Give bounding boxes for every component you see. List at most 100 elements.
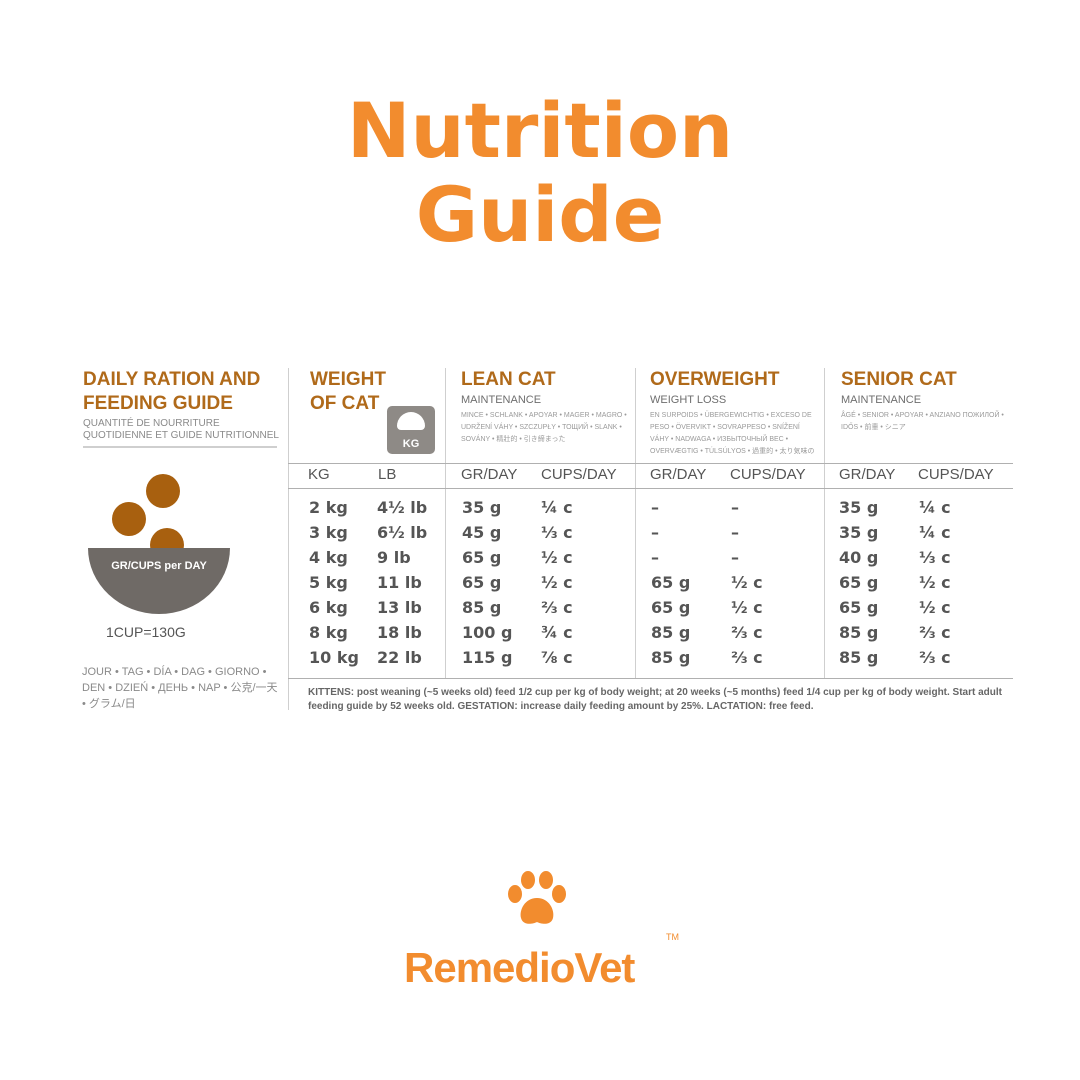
bowl-label: GR/CUPS per DAY: [111, 560, 207, 572]
table-cell-lean-cups: ⅔ c: [541, 598, 573, 617]
guide-subheading-line1: QUANTITÉ DE NOURRITURE: [83, 418, 220, 429]
table-cell-ow-cups: –: [731, 498, 739, 517]
header-rule: [288, 463, 1013, 464]
column-divider: [288, 368, 289, 710]
table-cell-sen-gr: 35 g: [839, 498, 879, 517]
table-cell-sen-gr: 85 g: [839, 623, 879, 642]
table-cell-ow-gr: 85 g: [651, 648, 691, 667]
table-cell-kg: 6 kg: [309, 598, 348, 617]
table-cell-lb: 6½ lb: [377, 523, 428, 542]
lean-cat-title: LEAN CAT: [461, 369, 556, 390]
table-cell-lean-cups: ⅓ c: [541, 523, 573, 542]
divider: [83, 446, 277, 448]
feeding-guide-table: DAILY RATION AND FEEDING GUIDE QUANTITÉ …: [80, 368, 1015, 712]
table-cell-lb: 11 lb: [377, 573, 422, 592]
lean-cat-translations: MINCE • SCHLANK • APOYAR • MAGER • MAGRO…: [461, 412, 627, 443]
table-cell-ow-gr: –: [651, 523, 659, 542]
table-cell-sen-cups: ⅔ c: [919, 648, 951, 667]
cup-conversion: 1CUP=130G: [106, 624, 186, 640]
table-cell-ow-cups: ⅔ c: [731, 623, 763, 642]
paw-print-icon: [508, 871, 566, 924]
header-lean-gr: GR/DAY: [461, 466, 518, 483]
footer-rule: [288, 678, 1013, 679]
table-cell-kg: 4 kg: [309, 548, 348, 567]
brand-logo-text: RemedioVet: [404, 944, 635, 991]
table-cell-kg: 8 kg: [309, 623, 348, 642]
table-cell-lean-gr: 115 g: [462, 648, 513, 667]
guide-heading-line2: FEEDING GUIDE: [83, 393, 233, 414]
guide-subheading-line2: QUOTIDIENNE ET GUIDE NUTRITIONNEL: [83, 430, 279, 441]
table-cell-sen-cups: ⅔ c: [919, 623, 951, 642]
column-divider: [824, 368, 825, 678]
table-cell-ow-gr: –: [651, 498, 659, 517]
table-cell-sen-gr: 85 g: [839, 648, 879, 667]
table-cell-ow-gr: 65 g: [651, 598, 691, 617]
table-cell-ow-cups: ½ c: [731, 598, 763, 617]
table-cell-lean-gr: 100 g: [462, 623, 513, 642]
table-cell-kg: 3 kg: [309, 523, 348, 542]
table-cell-ow-cups: –: [731, 548, 739, 567]
table-cell-ow-gr: 65 g: [651, 573, 691, 592]
table-cell-lb: 22 lb: [377, 648, 422, 667]
table-cell-sen-cups: ¼ c: [919, 498, 951, 517]
trademark-mark: TM: [666, 932, 679, 942]
header-ow-gr: GR/DAY: [650, 466, 707, 483]
table-cell-lean-cups: ¾ c: [541, 623, 573, 642]
table-cell-sen-cups: ½ c: [919, 573, 951, 592]
table-cell-lb: 13 lb: [377, 598, 422, 617]
overweight-translations: EN SURPOIDS • ÜBERGEWICHTIG • EXCESO DE …: [650, 412, 815, 455]
table-cell-sen-gr: 40 g: [839, 548, 879, 567]
table-cell-ow-cups: ⅔ c: [731, 648, 763, 667]
table-cell-sen-gr: 35 g: [839, 523, 879, 542]
table-cell-lb: 9 lb: [377, 548, 411, 567]
senior-cat-translations: ÂGÉ • SENIOR • APOYAR • ANZIANO ПОЖИЛОЙ …: [841, 412, 1004, 431]
day-translations: JOUR • TAG • DÍA • DAG • GIORNO • DEN • …: [82, 666, 278, 710]
daily-ration-info: DAILY RATION AND FEEDING GUIDE QUANTITÉ …: [80, 368, 280, 710]
table-cell-lean-cups: ½ c: [541, 573, 573, 592]
overweight-title: OVERWEIGHT: [650, 369, 780, 390]
table-cell-sen-cups: ½ c: [919, 598, 951, 617]
header-lean-cups: CUPS/DAY: [541, 466, 617, 483]
table-cell-lean-gr: 45 g: [462, 523, 502, 542]
table-cell-lean-gr: 65 g: [462, 548, 502, 567]
table-cell-sen-gr: 65 g: [839, 573, 879, 592]
column-divider: [635, 368, 636, 678]
column-divider: [445, 368, 446, 678]
page-title-line2: Guide: [415, 170, 665, 259]
table-cell-sen-gr: 65 g: [839, 598, 879, 617]
table-cell-lb: 18 lb: [377, 623, 422, 642]
lean-cat-subtitle: MAINTENANCE: [461, 394, 542, 406]
header-senior-cups: CUPS/DAY: [918, 466, 994, 483]
kibble-icon: [146, 474, 180, 508]
table-cell-sen-cups: ⅓ c: [919, 548, 951, 567]
table-cell-lean-cups: ⅞ c: [541, 648, 573, 667]
overweight-subtitle: WEIGHT LOSS: [650, 394, 727, 406]
table-cell-ow-cups: –: [731, 523, 739, 542]
senior-cat-title: SENIOR CAT: [841, 369, 957, 390]
header-rule: [288, 488, 1013, 489]
guide-heading-line1: DAILY RATION AND: [83, 369, 261, 390]
header-senior-gr: GR/DAY: [839, 466, 896, 483]
table-cell-lean-cups: ¼ c: [541, 498, 573, 517]
table-cell-lean-gr: 65 g: [462, 573, 502, 592]
kibble-icon: [112, 502, 146, 536]
header-kg: KG: [308, 466, 330, 483]
food-bowl-icon: GR/CUPS per DAY: [88, 548, 230, 614]
page-title-line1: Nutrition: [346, 86, 734, 175]
table-cell-kg: 5 kg: [309, 573, 348, 592]
table-cell-ow-cups: ½ c: [731, 573, 763, 592]
table-cell-ow-gr: 85 g: [651, 623, 691, 642]
table-cell-lean-gr: 35 g: [462, 498, 502, 517]
senior-cat-subtitle: MAINTENANCE: [841, 394, 922, 406]
table-cell-ow-gr: –: [651, 548, 659, 567]
table-cell-sen-cups: ¼ c: [919, 523, 951, 542]
kitten-footnote: KITTENS: post weaning (~5 weeks old) fee…: [308, 687, 1003, 712]
table-cell-lean-cups: ½ c: [541, 548, 573, 567]
table-cell-kg: 10 kg: [309, 648, 359, 667]
weight-title-line1: WEIGHT: [310, 369, 386, 390]
table-cell-kg: 2 kg: [309, 498, 348, 517]
weighing-scale-icon: KG: [387, 406, 435, 454]
weight-title-line2: OF CAT: [310, 393, 380, 414]
table-cell-lb: 4½ lb: [377, 498, 428, 517]
header-ow-cups: CUPS/DAY: [730, 466, 806, 483]
